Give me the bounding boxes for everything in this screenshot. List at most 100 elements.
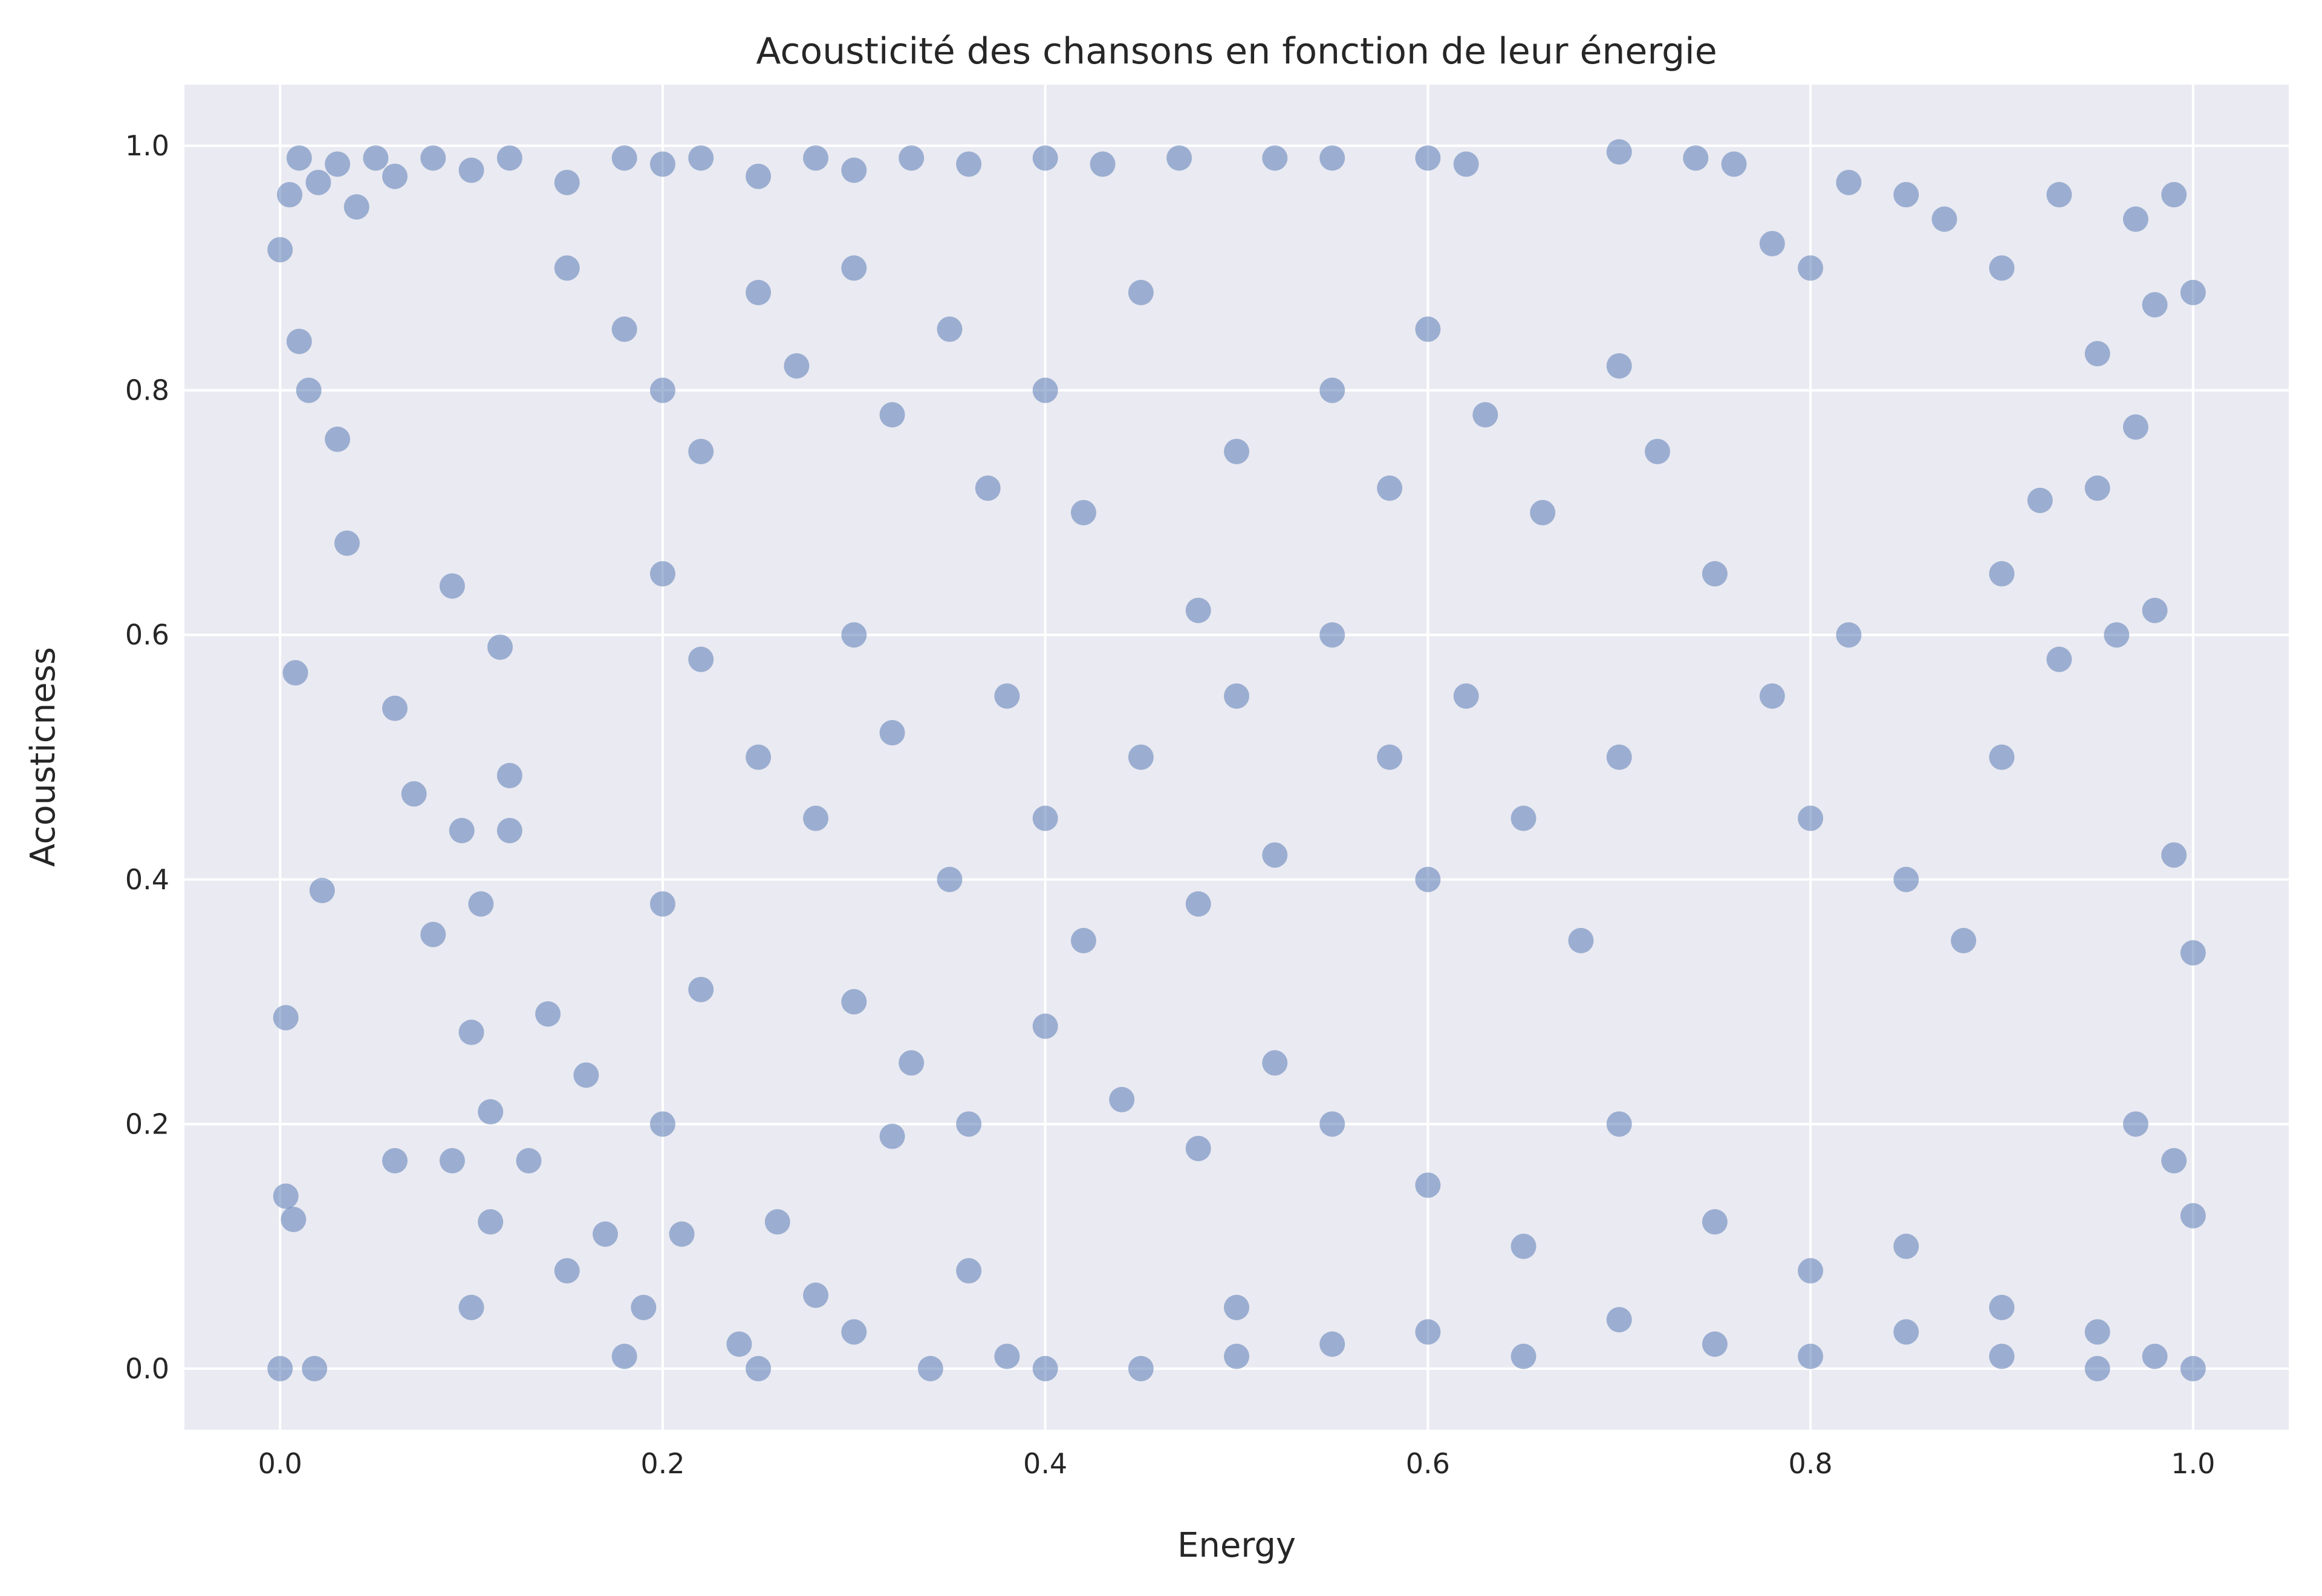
data-point [1606, 353, 1632, 379]
chart-title: Acousticité des chansons en fonction de … [756, 30, 1717, 73]
data-point [649, 377, 675, 403]
data-point [1128, 744, 1154, 770]
data-point [382, 695, 408, 721]
data-point [1319, 377, 1345, 403]
data-point [1319, 1111, 1345, 1137]
data-point [803, 1282, 828, 1308]
data-point [2084, 475, 2110, 501]
y-tick-label: 1.0 [125, 129, 169, 162]
data-point [1415, 316, 1441, 342]
data-point [1606, 1111, 1632, 1137]
data-point [1415, 145, 1441, 171]
data-point [1166, 145, 1192, 171]
data-point [1798, 805, 1824, 831]
data-point [1645, 438, 1670, 464]
data-point [746, 279, 772, 305]
data-point [1511, 1343, 1537, 1369]
data-point [1702, 561, 1728, 587]
data-point [363, 145, 389, 171]
data-point [1511, 1233, 1537, 1259]
data-point [420, 145, 446, 171]
data-point [784, 353, 810, 379]
data-point [994, 1343, 1020, 1369]
data-point [1070, 927, 1096, 953]
data-point [1893, 182, 1919, 208]
data-point [956, 1258, 982, 1284]
data-point [343, 194, 369, 220]
data-point [2104, 622, 2130, 648]
data-point [975, 475, 1001, 501]
data-point [554, 255, 580, 281]
grid [184, 85, 2289, 1430]
data-point [841, 622, 867, 648]
x-tick-label: 0.8 [1789, 1447, 1833, 1480]
data-point [1568, 927, 1594, 953]
data-point [1262, 1050, 1288, 1076]
data-point [325, 151, 351, 177]
data-point [841, 989, 867, 1015]
data-point [449, 817, 475, 843]
data-point [937, 866, 963, 892]
data-point [439, 573, 465, 599]
data-point [1989, 561, 2015, 587]
data-points [267, 139, 2206, 1381]
data-point [2084, 341, 2110, 366]
data-point [1893, 1319, 1919, 1345]
data-point [1319, 622, 1345, 648]
data-point [1377, 744, 1403, 770]
data-point [1530, 499, 1556, 525]
data-point [573, 1062, 599, 1088]
data-point [1836, 169, 1862, 195]
data-point [1453, 151, 1479, 177]
data-point [1951, 927, 1977, 953]
data-point [496, 145, 522, 171]
data-point [726, 1331, 752, 1357]
data-point [1185, 891, 1211, 917]
x-tick-label: 0.2 [640, 1447, 685, 1480]
data-point [611, 145, 637, 171]
data-point [420, 921, 446, 947]
x-tick-label: 0.6 [1406, 1447, 1450, 1480]
x-tick-labels: 0.0 0.2 0.4 0.6 0.8 1.0 [258, 1447, 2216, 1480]
data-point [1224, 683, 1249, 709]
data-point [917, 1355, 943, 1381]
data-point [649, 1111, 675, 1137]
data-point [1032, 377, 1058, 403]
data-point [282, 660, 308, 686]
data-point [1989, 744, 2015, 770]
data-point [746, 1355, 772, 1381]
data-point [1262, 145, 1288, 171]
data-point [2027, 487, 2053, 513]
y-tick-label: 0.6 [125, 618, 169, 651]
data-point [305, 169, 331, 195]
data-point [956, 1111, 982, 1137]
y-axis-label: Acousticness [24, 647, 63, 867]
data-point [487, 634, 513, 660]
data-point [1319, 145, 1345, 171]
data-point [1893, 1233, 1919, 1259]
data-point [2142, 292, 2168, 318]
data-point [1606, 744, 1632, 770]
data-point [2161, 1148, 2187, 1173]
data-point [841, 1319, 867, 1345]
data-point [1759, 230, 1785, 256]
data-point [458, 1019, 484, 1045]
data-point [1224, 1294, 1249, 1320]
data-point [1377, 475, 1403, 501]
data-point [649, 891, 675, 917]
data-point [334, 530, 360, 556]
data-point [611, 1343, 637, 1369]
data-point [2084, 1319, 2110, 1345]
data-point [382, 1148, 408, 1173]
data-point [1128, 1355, 1154, 1381]
data-point [1032, 145, 1058, 171]
data-point [1415, 866, 1441, 892]
data-point [1185, 597, 1211, 623]
data-point [1798, 1343, 1824, 1369]
data-point [1702, 1209, 1728, 1235]
data-point [688, 976, 714, 1002]
data-point [554, 169, 580, 195]
data-point [2046, 182, 2072, 208]
data-point [879, 720, 905, 746]
data-point [296, 377, 322, 403]
